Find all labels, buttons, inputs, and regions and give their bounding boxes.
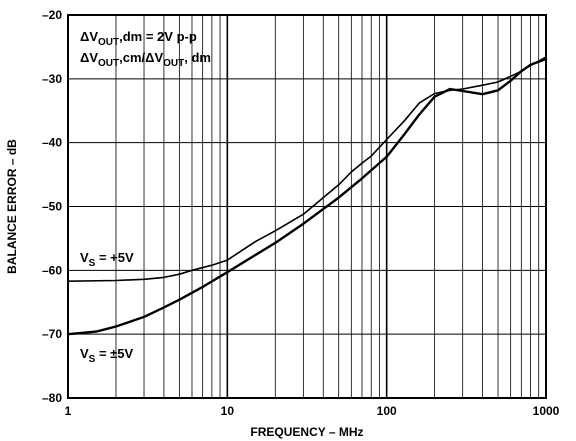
annotation-2-v1: V <box>89 50 98 65</box>
label-pm5-v: V <box>80 346 89 361</box>
annotation-2-delta1: Δ <box>80 50 89 65</box>
series-line-plus-5v <box>67 56 547 283</box>
label-plus5-rest: = +5V <box>95 250 134 265</box>
annotation-1-sub: OUT <box>98 37 119 48</box>
series-label-pm-5v: VS = ±5V <box>80 346 134 365</box>
series-label-plus-5v: VS = +5V <box>80 250 134 269</box>
annotation-line-2: ΔVOUT,cm/ΔVOUT, dm <box>80 50 211 69</box>
annotation-1-rest: ,dm = 2V p-p <box>119 29 197 44</box>
annotation-1-v: V <box>89 29 98 44</box>
annotation-2-delta2: Δ <box>145 50 154 65</box>
annotation-2-rest: , dm <box>184 50 211 65</box>
annotation-2-mid: ,cm/ <box>119 50 145 65</box>
x-tick-label: 1000 <box>533 404 560 418</box>
x-tick-label: 1 <box>65 404 72 418</box>
label-pm5-sub: S <box>89 354 96 365</box>
annotation-1-delta: Δ <box>80 29 89 44</box>
annotation-line-1: ΔVOUT,dm = 2V p-p <box>80 29 197 48</box>
y-tick-label: –40 <box>42 136 62 150</box>
x-tick-labels: 1 10 100 1000 <box>65 404 560 418</box>
grid <box>68 15 546 398</box>
y-tick-label: –60 <box>42 263 62 277</box>
label-plus5-v: V <box>80 250 89 265</box>
y-tick-labels: –20 –30 –40 –50 –60 –70 –80 <box>42 8 62 405</box>
label-plus5-sub: S <box>89 258 96 269</box>
series-lines <box>66 56 548 336</box>
plot-frame <box>67 14 547 399</box>
y-tick-label: –70 <box>42 327 62 341</box>
y-tick-label: –50 <box>42 200 62 214</box>
x-tick-label: 100 <box>377 404 397 418</box>
annotation-2-sub1: OUT <box>98 58 119 69</box>
series-line-pm-5v <box>66 57 548 336</box>
y-axis-title: BALANCE ERROR – dB <box>5 139 19 274</box>
annotation-2-sub2: OUT <box>163 58 184 69</box>
label-pm5-rest: = ±5V <box>95 346 133 361</box>
annotation-2-v2: V <box>154 50 163 65</box>
y-tick-label: –20 <box>42 8 62 22</box>
y-tick-label: –80 <box>42 391 62 405</box>
x-tick-label: 10 <box>221 404 235 418</box>
y-tick-label: –30 <box>42 72 62 86</box>
x-axis-title: FREQUENCY – MHz <box>250 425 363 439</box>
